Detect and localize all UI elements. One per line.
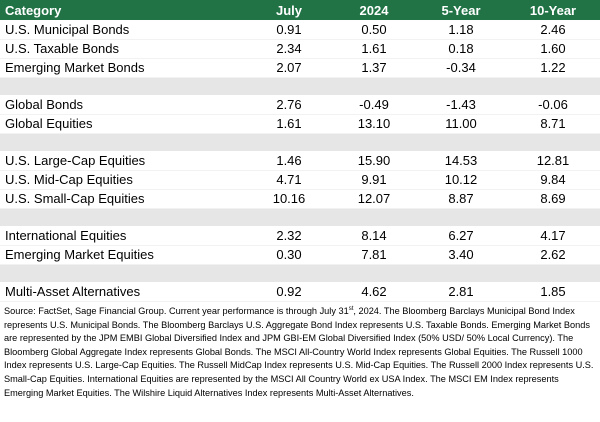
- table-row: U.S. Municipal Bonds 0.91 0.50 1.18 2.46: [0, 20, 600, 40]
- cell-2024: 0.50: [332, 20, 416, 40]
- header-category: Category: [5, 2, 62, 18]
- header-5-year: 5-Year: [441, 2, 481, 18]
- cell-category: U.S. Large-Cap Equities: [0, 151, 246, 171]
- source-note-text-cont: , 2024. The Bloomberg Barclays Municipal…: [4, 306, 594, 398]
- cell-2024: 9.91: [332, 170, 416, 190]
- table-row: Multi-Asset Alternatives 0.92 4.62 2.81 1.85: [0, 282, 600, 302]
- ordinal-suffix: st: [348, 305, 354, 312]
- cell-2024: 1.37: [332, 58, 416, 78]
- cell-10-year: -0.06: [506, 95, 600, 115]
- cell-10-year: 2.46: [506, 20, 600, 40]
- cell-july: 2.34: [246, 39, 332, 59]
- cell-5-year: 3.40: [416, 245, 506, 265]
- cell-july: 4.71: [246, 170, 332, 190]
- cell-july: 1.61: [246, 114, 332, 134]
- cell-july: 0.30: [246, 245, 332, 265]
- cell-2024: 7.81: [332, 245, 416, 265]
- cell-5-year: 8.87: [416, 189, 506, 209]
- cell-2024: 8.14: [332, 226, 416, 246]
- cell-2024: 13.10: [332, 114, 416, 134]
- cell-2024: -0.49: [332, 95, 416, 115]
- cell-2024: 15.90: [332, 151, 416, 171]
- cell-10-year: 9.84: [506, 170, 600, 190]
- spacer-cell: [0, 77, 600, 95]
- cell-july: 0.91: [246, 20, 332, 40]
- cell-5-year: -1.43: [416, 95, 506, 115]
- cell-category: U.S. Mid-Cap Equities: [0, 170, 246, 190]
- cell-category: U.S. Taxable Bonds: [0, 39, 246, 59]
- table-header-row: Category July 2024 5-Year 10-Year: [0, 0, 600, 20]
- cell-5-year: 14.53: [416, 151, 506, 171]
- cell-july: 0.92: [246, 282, 332, 302]
- header-july: July: [275, 2, 302, 18]
- cell-10-year: 8.71: [506, 114, 600, 134]
- spacer-row: [0, 133, 600, 151]
- cell-july: 2.32: [246, 226, 332, 246]
- cell-10-year: 4.17: [506, 226, 600, 246]
- table-row: International Equities 2.32 8.14 6.27 4.17: [0, 226, 600, 246]
- cell-10-year: 1.60: [506, 39, 600, 59]
- source-note: Source: FactSet, Sage Financial Group. C…: [4, 305, 596, 400]
- spacer-row: [0, 208, 600, 226]
- cell-5-year: 1.18: [416, 20, 506, 40]
- cell-category: Global Bonds: [0, 95, 246, 115]
- cell-10-year: 8.69: [506, 189, 600, 209]
- table-row: U.S. Mid-Cap Equities 4.71 9.91 10.12 9.84: [0, 170, 600, 190]
- cell-july: 2.07: [246, 58, 332, 78]
- cell-5-year: 11.00: [416, 114, 506, 134]
- table-body: U.S. Municipal Bonds 0.91 0.50 1.18 2.46 U.S.…: [0, 20, 600, 302]
- table-row: Emerging Market Bonds 2.07 1.37 -0.34 1.22: [0, 58, 600, 78]
- cell-5-year: 6.27: [416, 226, 506, 246]
- cell-july: 1.46: [246, 151, 332, 171]
- cell-category: Global Equities: [0, 114, 246, 134]
- cell-2024: 1.61: [332, 39, 416, 59]
- cell-category: U.S. Municipal Bonds: [0, 20, 246, 40]
- cell-category: Emerging Market Equities: [0, 245, 246, 265]
- table-row: Emerging Market Equities 0.30 7.81 3.40 2.62: [0, 245, 600, 265]
- cell-10-year: 1.22: [506, 58, 600, 78]
- cell-2024: 12.07: [332, 189, 416, 209]
- cell-july: 2.76: [246, 95, 332, 115]
- cell-10-year: 1.85: [506, 282, 600, 302]
- table-row: U.S. Large-Cap Equities 1.46 15.90 14.53 12.…: [0, 151, 600, 171]
- cell-category: Multi-Asset Alternatives: [0, 282, 246, 302]
- cell-10-year: 2.62: [506, 245, 600, 265]
- spacer-row: [0, 264, 600, 282]
- cell-5-year: -0.34: [416, 58, 506, 78]
- performance-table: Category July 2024 5-Year 10-Year U.S. M…: [0, 0, 600, 302]
- table-row: Global Equities 1.61 13.10 11.00 8.71: [0, 114, 600, 134]
- header-2024: 2024: [359, 2, 389, 18]
- cell-category: U.S. Small-Cap Equities: [0, 189, 246, 209]
- table-row: U.S. Small-Cap Equities 10.16 12.07 8.87 8.6…: [0, 189, 600, 209]
- cell-july: 10.16: [246, 189, 332, 209]
- header-10-year: 10-Year: [529, 2, 577, 18]
- table-row: Global Bonds 2.76 -0.49 -1.43 -0.06: [0, 95, 600, 115]
- spacer-cell: [0, 208, 600, 226]
- spacer-cell: [0, 133, 600, 151]
- table-row: U.S. Taxable Bonds 2.34 1.61 0.18 1.60: [0, 39, 600, 59]
- source-note-text: Source: FactSet, Sage Financial Group. C…: [4, 306, 349, 316]
- spacer-row: [0, 77, 600, 95]
- cell-category: International Equities: [0, 226, 246, 246]
- cell-5-year: 10.12: [416, 170, 506, 190]
- cell-10-year: 12.81: [506, 151, 600, 171]
- cell-5-year: 0.18: [416, 39, 506, 59]
- cell-2024: 4.62: [332, 282, 416, 302]
- cell-5-year: 2.81: [416, 282, 506, 302]
- cell-category: Emerging Market Bonds: [0, 58, 246, 78]
- spacer-cell: [0, 264, 600, 282]
